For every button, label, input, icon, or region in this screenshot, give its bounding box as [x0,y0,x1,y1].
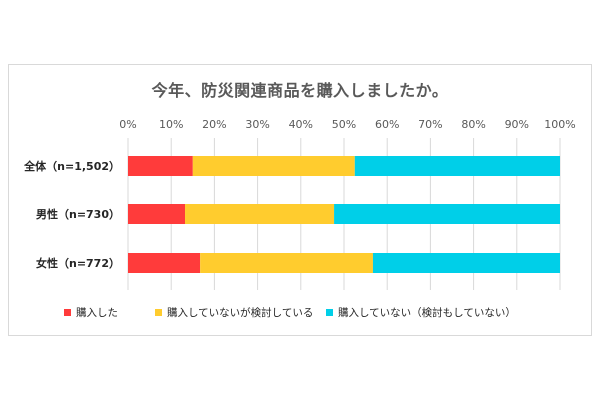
bar-segment [185,204,335,224]
legend-swatch [326,309,333,316]
x-tick-label: 30% [245,118,269,131]
x-tick-label: 50% [332,118,356,131]
legend-label: 購入していない（検討もしていない） [338,306,516,319]
x-axis-ticks: 0% 10% 20% 30% 40% 50% 60% 70% 80% 90% 100% [119,118,575,131]
legend-swatch [64,309,71,316]
legend: 購入した 購入していないが検討している 購入していない（検討もしていない） [64,306,516,319]
x-tick-label: 10% [159,118,183,131]
bar-segment [192,156,355,176]
x-tick-label: 60% [375,118,399,131]
bar-segment [372,253,560,273]
category-labels: 全体（n=1,502） 男性（n=730） 女性（n=772） [23,159,120,270]
x-tick-label: 80% [461,118,485,131]
legend-swatch [155,309,162,316]
bar-segment [354,156,560,176]
x-tick-label: 20% [202,118,226,131]
category-label: 女性（n=772） [36,256,120,270]
x-tick-label: 100% [544,118,575,131]
x-tick-label: 70% [418,118,442,131]
x-tick-label: 0% [119,118,136,131]
bars [128,156,560,273]
legend-label: 購入していないが検討している [167,306,313,319]
bar-segment [128,156,193,176]
x-tick-label: 40% [289,118,313,131]
legend-label: 購入した [76,306,118,319]
x-tick-label: 90% [505,118,529,131]
chart-frame [8,64,592,336]
category-label: 全体（n=1,502） [23,159,120,173]
chart-title: 今年、防災関連商品を購入しましたか。 [151,81,449,100]
bar-segment [128,253,201,273]
bar-segment [128,204,186,224]
bar-segment [334,204,560,224]
category-label: 男性（n=730） [36,207,120,221]
bar-segment [200,253,373,273]
